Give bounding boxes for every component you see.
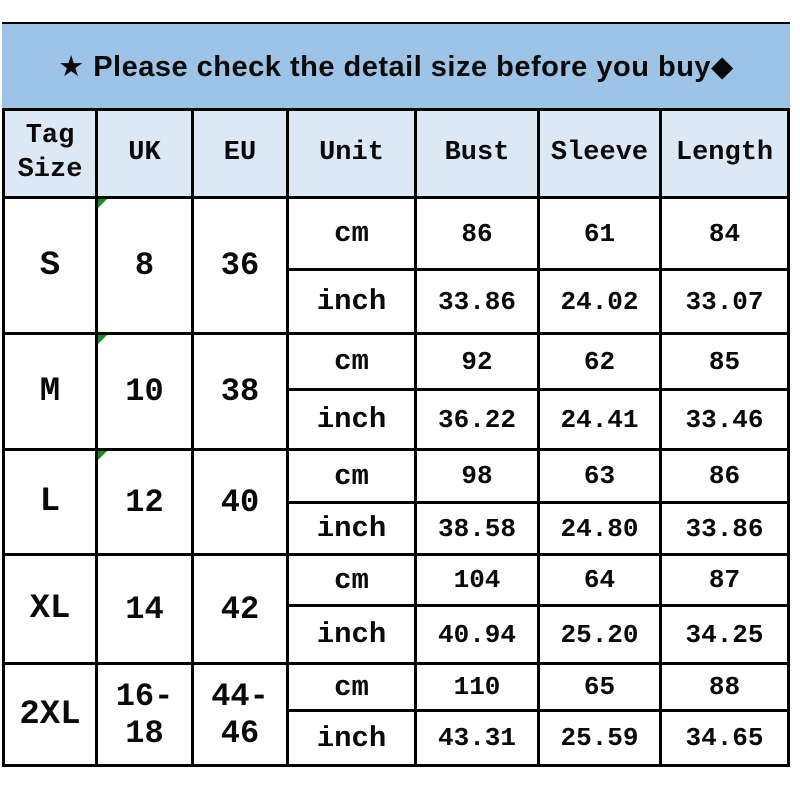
unit-cell: cm bbox=[286, 662, 417, 712]
green-corner-flag-icon bbox=[98, 451, 107, 460]
tag-size-cell: L bbox=[2, 448, 98, 556]
uk-cell: 16-18 bbox=[95, 662, 194, 767]
table-row: XL 14 42 cm 104 64 87 bbox=[2, 553, 790, 665]
length-cell: 87 bbox=[659, 553, 790, 607]
column-header-bust: Bust bbox=[414, 108, 540, 199]
uk-value: 16-18 bbox=[115, 677, 174, 752]
uk-value: 10 bbox=[125, 373, 164, 410]
sleeve-cell: 61 bbox=[537, 196, 662, 271]
unit-cell: inch bbox=[286, 388, 417, 451]
table-row: 2XL 16-18 44-46 cm 110 65 88 bbox=[2, 662, 790, 767]
table-row: L 12 40 cm 98 63 86 bbox=[2, 448, 790, 556]
unit-cell: cm bbox=[286, 196, 417, 271]
uk-cell: 10 bbox=[95, 332, 194, 451]
eu-value: 40 bbox=[220, 483, 260, 521]
length-cell: 86 bbox=[659, 448, 790, 504]
bust-cell: 33.86 bbox=[414, 268, 540, 335]
table-row: inch 40.94 25.20 34.25 bbox=[4, 604, 790, 665]
sleeve-cell: 24.80 bbox=[537, 501, 662, 556]
sleeve-cell: 62 bbox=[537, 332, 662, 391]
sleeve-cell: 65 bbox=[537, 662, 662, 712]
bust-cell: 92 bbox=[414, 332, 540, 391]
bust-cell: 104 bbox=[414, 553, 540, 607]
tag-size-cell: S bbox=[2, 196, 98, 335]
header-row: Tag Size UK EU Unit Bust Sleeve Length bbox=[2, 108, 790, 199]
tag-size-cell: 2XL bbox=[2, 662, 98, 767]
tag-size-cell: M bbox=[2, 332, 98, 451]
uk-value: 14 bbox=[125, 590, 164, 628]
bust-cell: 36.22 bbox=[414, 388, 540, 451]
table-row: M 10 38 cm 92 62 85 bbox=[2, 332, 790, 451]
length-cell: 34.25 bbox=[659, 604, 790, 665]
sleeve-cell: 64 bbox=[537, 553, 662, 607]
sleeve-cell: 24.02 bbox=[537, 268, 662, 335]
bust-cell: 40.94 bbox=[414, 604, 540, 665]
notice-banner-text: ★ Please check the detail size before yo… bbox=[58, 50, 734, 83]
uk-value: 8 bbox=[134, 247, 155, 284]
uk-value: 12 bbox=[125, 483, 164, 521]
bust-cell: 86 bbox=[414, 196, 540, 271]
column-header-eu: EU bbox=[191, 108, 289, 199]
length-cell: 84 bbox=[659, 196, 790, 271]
eu-value: 42 bbox=[220, 590, 260, 628]
column-header-length: Length bbox=[659, 108, 790, 199]
uk-cell: 12 bbox=[95, 448, 194, 556]
table-row: inch 43.31 25.59 34.65 bbox=[4, 709, 790, 767]
column-header-sleeve: Sleeve bbox=[537, 108, 662, 199]
length-cell: 33.07 bbox=[659, 268, 790, 335]
column-header-tag-size: Tag Size bbox=[2, 108, 98, 199]
unit-cell: cm bbox=[286, 448, 417, 504]
green-corner-flag-icon bbox=[98, 335, 107, 344]
table-row: inch 36.22 24.41 33.46 bbox=[4, 388, 790, 451]
sleeve-cell: 24.41 bbox=[537, 388, 662, 451]
unit-cell: cm bbox=[286, 553, 417, 607]
bust-cell: 43.31 bbox=[414, 709, 540, 767]
unit-cell: inch bbox=[286, 604, 417, 665]
length-cell: 88 bbox=[659, 662, 790, 712]
table-row: inch 38.58 24.80 33.86 bbox=[4, 501, 790, 556]
bust-cell: 110 bbox=[414, 662, 540, 712]
notice-banner: ★ Please check the detail size before yo… bbox=[2, 22, 790, 108]
eu-cell: 36 bbox=[191, 196, 289, 335]
sleeve-cell: 63 bbox=[537, 448, 662, 504]
sleeve-cell: 25.59 bbox=[537, 709, 662, 767]
uk-cell: 8 bbox=[95, 196, 194, 335]
unit-cell: inch bbox=[286, 268, 417, 335]
eu-cell: 42 bbox=[191, 553, 289, 665]
unit-cell: inch bbox=[286, 501, 417, 556]
eu-cell: 38 bbox=[191, 332, 289, 451]
unit-cell: cm bbox=[286, 332, 417, 391]
eu-cell: 44-46 bbox=[191, 662, 289, 767]
length-cell: 34.65 bbox=[659, 709, 790, 767]
bust-cell: 98 bbox=[414, 448, 540, 504]
eu-value: 38 bbox=[220, 373, 260, 410]
length-cell: 33.46 bbox=[659, 388, 790, 451]
tag-size-cell: XL bbox=[2, 553, 98, 665]
table-row: S 8 36 cm 86 61 84 bbox=[2, 196, 790, 335]
sleeve-cell: 25.20 bbox=[537, 604, 662, 665]
table-row: inch 33.86 24.02 33.07 bbox=[4, 268, 790, 335]
size-chart-table: Tag Size UK EU Unit Bust Sleeve Length S… bbox=[2, 108, 790, 767]
green-corner-flag-icon bbox=[98, 199, 107, 208]
unit-cell: inch bbox=[286, 709, 417, 767]
eu-cell: 40 bbox=[191, 448, 289, 556]
eu-value: 44-46 bbox=[211, 677, 269, 752]
bust-cell: 38.58 bbox=[414, 501, 540, 556]
length-cell: 85 bbox=[659, 332, 790, 391]
column-header-uk: UK bbox=[95, 108, 194, 199]
eu-value: 36 bbox=[220, 247, 260, 284]
length-cell: 33.86 bbox=[659, 501, 790, 556]
column-header-unit: Unit bbox=[286, 108, 417, 199]
uk-cell: 14 bbox=[95, 553, 194, 665]
